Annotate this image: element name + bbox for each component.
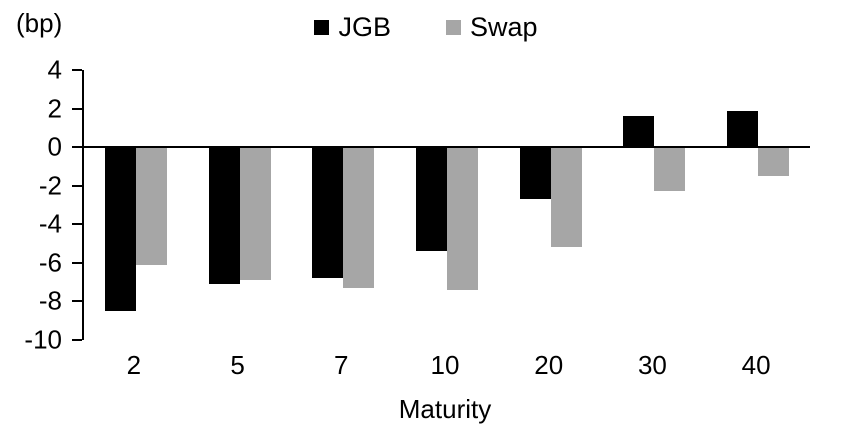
- y-tick-mark: [72, 300, 82, 303]
- y-tick-label: -6: [38, 247, 62, 278]
- y-tick-label: -8: [38, 285, 62, 316]
- bar-jgb-7: [312, 147, 344, 279]
- y-tick-mark: [72, 146, 82, 149]
- x-tick-label: 40: [741, 350, 771, 380]
- x-tick-label: 30: [637, 350, 667, 380]
- x-axis-labels: 2 5 7 10 20 30 40: [82, 350, 808, 384]
- x-tick-label: 2: [126, 350, 142, 380]
- x-axis-title: Maturity: [398, 394, 492, 424]
- bar-swap-20: [550, 147, 582, 248]
- legend-label-jgb: JGB: [338, 12, 391, 42]
- bar-swap-2: [135, 147, 167, 265]
- y-tick-mark: [72, 184, 82, 187]
- bar-swap-30: [654, 147, 686, 192]
- y-tick-mark: [72, 261, 82, 264]
- x-axis-line: [84, 146, 810, 149]
- y-tick-label: -10: [24, 324, 62, 355]
- bar-swap-40: [758, 147, 790, 177]
- y-tick-mark: [72, 223, 82, 226]
- y-axis-unit-label: (bp): [16, 8, 63, 38]
- bar-jgb-10: [416, 147, 447, 252]
- y-tick-label: 2: [47, 93, 62, 124]
- y-tick-mark: [72, 69, 82, 71]
- x-tick-label: 20: [534, 350, 564, 380]
- y-tick-mark: [72, 339, 82, 341]
- bar-jgb-20: [519, 147, 551, 200]
- bar-jgb-30: [623, 116, 655, 148]
- bar-jgb-2: [104, 147, 136, 312]
- legend-swatch-jgb: [314, 20, 330, 35]
- bar-jgb-40: [727, 110, 759, 148]
- bar-jgb-5: [208, 147, 240, 285]
- bar-swap-7: [343, 147, 375, 288]
- legend-label-swap: Swap: [469, 12, 538, 42]
- bar-swap-10: [447, 147, 478, 290]
- legend-item-swap: Swap: [445, 12, 538, 43]
- legend: JGB Swap: [0, 12, 852, 43]
- y-tick-label: 0: [47, 131, 62, 162]
- x-tick-label: 5: [230, 350, 245, 380]
- y-tick-label: 4: [47, 54, 62, 85]
- bar-swap-5: [239, 147, 271, 281]
- y-tick-label: -2: [38, 170, 62, 201]
- plot-area: [82, 70, 810, 340]
- y-tick-label: -4: [38, 208, 62, 239]
- y-axis-labels: 4 2 0 -2 -4 -6 -8 -10: [0, 55, 82, 355]
- x-tick-label: 10: [430, 350, 460, 380]
- x-tick-label: 7: [334, 350, 349, 380]
- legend-swatch-swap: [445, 20, 461, 35]
- legend-item-jgb: JGB: [314, 12, 391, 43]
- y-tick-mark: [72, 107, 82, 110]
